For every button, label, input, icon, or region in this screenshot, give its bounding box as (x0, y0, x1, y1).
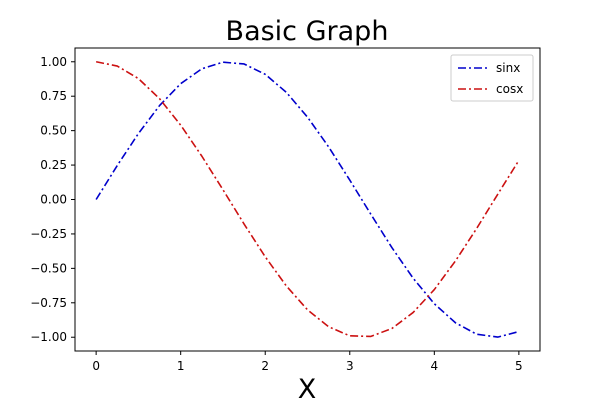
x-tick-label: 3 (346, 359, 354, 373)
y-tick-label: −1.00 (30, 330, 67, 344)
x-axis: 0 1 2 3 4 5 (92, 351, 523, 373)
x-tick-label: 4 (430, 359, 438, 373)
y-tick-label: 0.00 (40, 193, 67, 207)
y-tick-label: 0.25 (40, 158, 67, 172)
series-line-cosx (95, 60, 520, 338)
x-tick-label: 0 (92, 359, 100, 373)
y-tick-label: 1.00 (40, 55, 67, 69)
series-line-sinx (95, 61, 520, 338)
series-layer (95, 60, 520, 338)
x-axis-label: X (298, 374, 317, 400)
legend-frame (450, 54, 534, 102)
y-tick-label: −0.25 (30, 227, 67, 241)
chart-title: Basic Graph (226, 16, 389, 47)
legend-entries: sinx cosx (458, 61, 523, 96)
x-tick-label: 5 (515, 359, 523, 373)
y-axis: −1.00 −0.75 −0.50 −0.25 0.00 0.25 0.50 0.75 1.00 (30, 55, 75, 344)
legend-label-sinx: sinx (496, 61, 520, 75)
legend: sinx cosx (450, 54, 534, 102)
x-tick-label: 1 (177, 359, 185, 373)
legend-label-cosx: cosx (496, 82, 523, 96)
y-tick-label: −0.50 (30, 261, 67, 275)
y-tick-label: −0.75 (30, 296, 67, 310)
y-tick-label: 0.75 (40, 89, 67, 103)
y-tick-label: 0.50 (40, 124, 67, 138)
x-tick-label: 2 (261, 359, 269, 373)
